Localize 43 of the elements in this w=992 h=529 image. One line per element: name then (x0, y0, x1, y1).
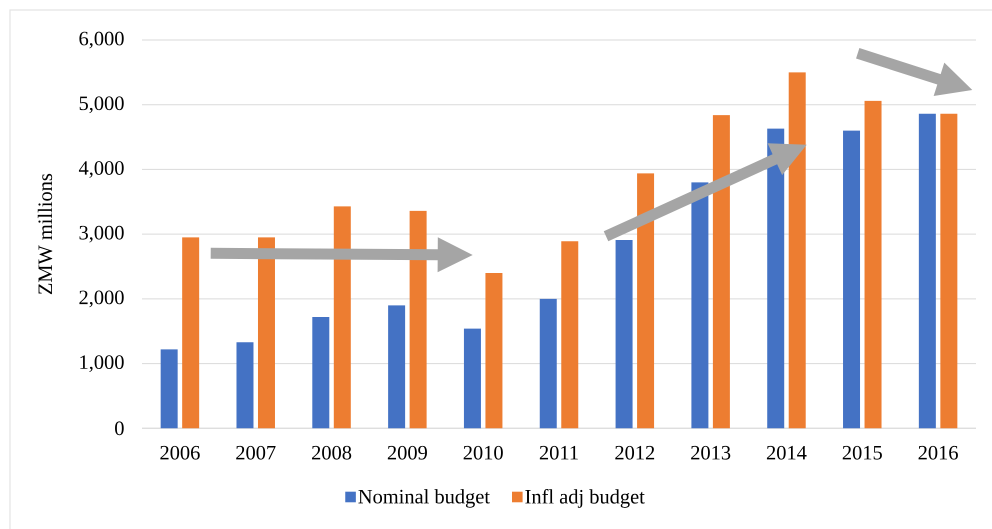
x-tick-label: 2016 (918, 446, 958, 460)
x-tick-label: 2011 (540, 446, 578, 460)
y-tick-label: 0 (115, 421, 124, 436)
bar (843, 130, 860, 428)
bar (712, 115, 730, 428)
x-tick-label: 2008 (312, 446, 352, 460)
x-tick-label: 2010 (464, 446, 503, 460)
bar (388, 305, 406, 428)
bar (258, 237, 275, 428)
bar (464, 328, 481, 428)
y-tick-label: 2,000 (79, 290, 124, 308)
bar (540, 298, 557, 428)
x-tick-label: 2015 (842, 446, 882, 460)
bar (864, 100, 882, 428)
bar (334, 206, 351, 428)
bar (236, 342, 254, 428)
bar (788, 72, 806, 428)
bar (160, 349, 178, 428)
bar (691, 182, 708, 428)
y-tick-label: 3,000 (80, 226, 124, 243)
bar (182, 237, 200, 428)
y-tick-label: 6,000 (79, 32, 124, 48)
x-tick-label: 2013 (691, 446, 730, 460)
y-axis-title: ZMW millions (38, 174, 52, 294)
bar (410, 210, 427, 428)
y-tick-label: 4,000 (78, 161, 124, 178)
x-tick-label: 2014 (766, 446, 807, 460)
bar (616, 240, 633, 428)
bar (637, 173, 654, 428)
legend-label: Nominal budget (358, 489, 490, 508)
y-tick-label: 5,000 (80, 96, 124, 114)
bar (940, 114, 958, 428)
bar (485, 272, 502, 428)
x-tick-label: 2009 (388, 446, 427, 460)
x-tick-label: 2007 (236, 446, 276, 460)
legend-label: Infl adj budget (525, 489, 645, 508)
bar (767, 128, 784, 428)
y-tick-label: 1,000 (80, 355, 124, 372)
bar (561, 241, 578, 428)
x-tick-label: 2006 (160, 446, 200, 460)
x-tick-label: 2012 (615, 446, 654, 460)
bar (918, 114, 936, 428)
bar (312, 316, 330, 428)
